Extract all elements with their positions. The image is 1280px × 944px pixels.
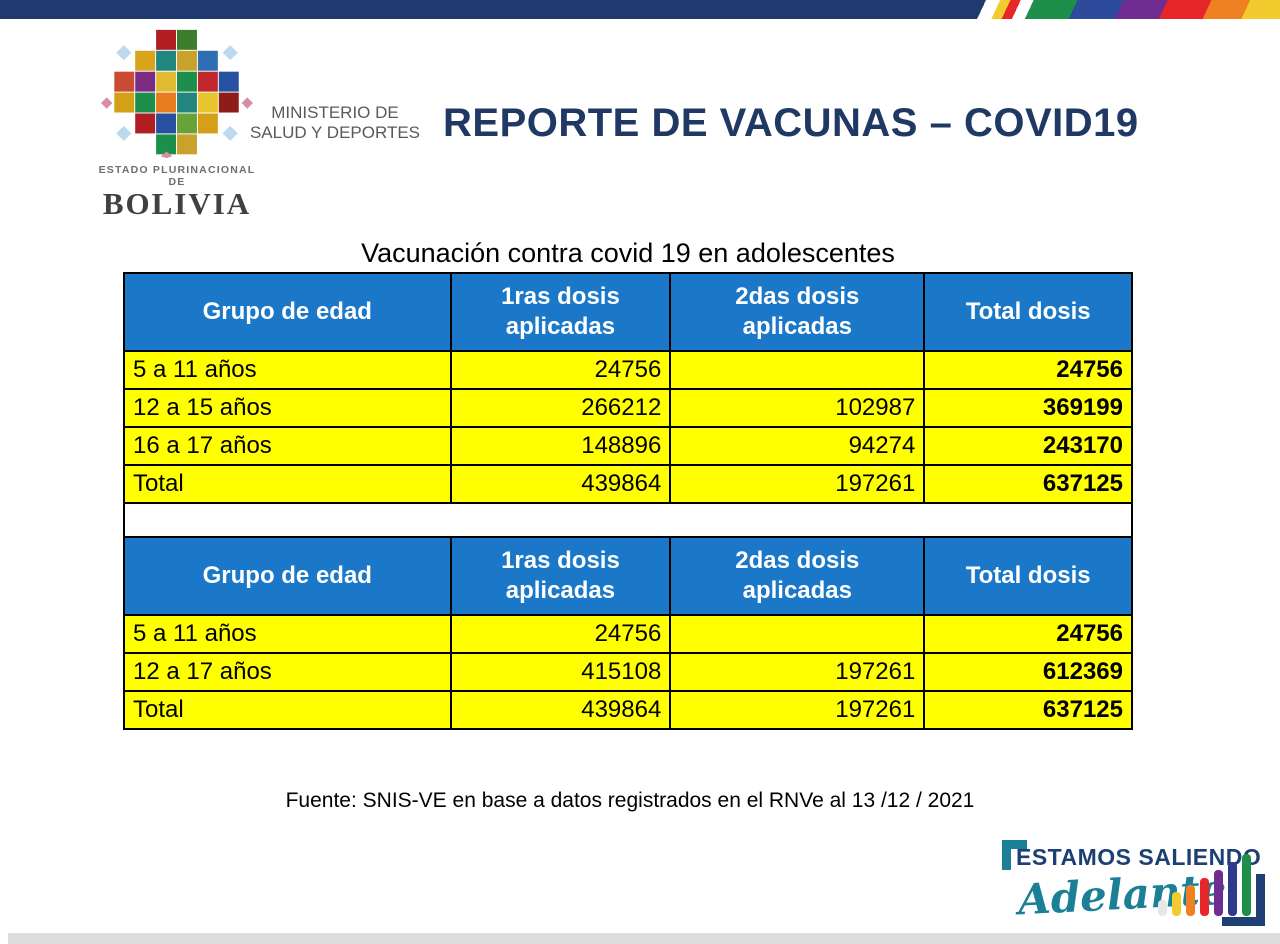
rising-bars-icon (1158, 854, 1265, 926)
col-header-second-doses: 2das dosis aplicadas (669, 536, 926, 616)
second-doses-cell (669, 614, 926, 654)
age-group-cell: 16 a 17 años (123, 426, 452, 466)
table-row: 16 a 17 años 148896 94274 243170 (123, 426, 1133, 466)
table-row: 5 a 11 años 24756 24756 (123, 350, 1133, 390)
first-doses-cell: 24756 (449, 614, 672, 654)
table-caption: Vacunación contra covid 19 en adolescent… (361, 238, 895, 268)
table-total-row: Total 439864 197261 637125 (123, 464, 1133, 504)
emblem-country-name: BOLIVIA (102, 186, 252, 221)
table-separator (123, 504, 1133, 536)
col-header-first-doses: 1ras dosis aplicadas (449, 536, 672, 616)
vaccination-table-summary: Grupo de edad 1ras dosis aplicadas 2das … (123, 536, 1133, 730)
table-row: 12 a 17 años 415108 197261 612369 (123, 652, 1133, 692)
second-doses-cell: 94274 (669, 426, 926, 466)
emblem-caption: ESTADO PLURINACIONAL DE (98, 164, 256, 188)
second-doses-cell (669, 350, 926, 390)
total-doses-cell: 637125 (923, 464, 1133, 504)
table-row: 5 a 11 años 24756 24756 (123, 614, 1133, 654)
col-header-age-group: Grupo de edad (123, 536, 452, 616)
chakana-mosaic-icon (101, 29, 253, 159)
table-row: 12 a 15 años 266212 102987 369199 (123, 388, 1133, 428)
second-doses-cell: 197261 (669, 690, 926, 730)
total-doses-cell: 243170 (923, 426, 1133, 466)
col-header-second-doses: 2das dosis aplicadas (669, 272, 926, 352)
campaign-slogan-line1: ESTAMOS SALIENDO (1016, 844, 1262, 870)
table-header-row: Grupo de edad 1ras dosis aplicadas 2das … (123, 272, 1133, 352)
ministry-name: MINISTERIO DE SALUD Y DEPORTES (249, 103, 421, 142)
bolivia-emblem: ESTADO PLURINACIONAL DE BOLIVIA (92, 28, 262, 219)
col-header-age-group: Grupo de edad (123, 272, 452, 352)
first-doses-cell: 148896 (449, 426, 672, 466)
second-doses-cell: 102987 (669, 388, 926, 428)
age-group-cell: 12 a 17 años (123, 652, 452, 692)
age-group-cell: Total (123, 690, 452, 730)
vaccination-tables: Grupo de edad 1ras dosis aplicadas 2das … (123, 272, 1133, 730)
second-doses-cell: 197261 (669, 464, 926, 504)
col-header-total-doses: Total dosis (923, 272, 1133, 352)
col-header-total-doses: Total dosis (923, 536, 1133, 616)
source-note: Fuente: SNIS-VE en base a datos registra… (285, 789, 975, 812)
bottom-edge-strip (8, 933, 1280, 944)
top-banner-stripe (0, 0, 1280, 19)
campaign-logo: ESTAMOS SALIENDO Adelante (1002, 840, 1270, 932)
age-group-cell: 5 a 11 años (123, 614, 452, 654)
first-doses-cell: 24756 (449, 350, 672, 390)
first-doses-cell: 439864 (449, 464, 672, 504)
total-doses-cell: 612369 (923, 652, 1133, 692)
table-header-row: Grupo de edad 1ras dosis aplicadas 2das … (123, 536, 1133, 616)
col-header-first-doses: 1ras dosis aplicadas (449, 272, 672, 352)
vaccination-table-detailed: Grupo de edad 1ras dosis aplicadas 2das … (123, 272, 1133, 504)
total-doses-cell: 24756 (923, 350, 1133, 390)
total-doses-cell: 24756 (923, 614, 1133, 654)
total-doses-cell: 369199 (923, 388, 1133, 428)
age-group-cell: 5 a 11 años (123, 350, 452, 390)
first-doses-cell: 415108 (449, 652, 672, 692)
age-group-cell: 12 a 15 años (123, 388, 452, 428)
age-group-cell: Total (123, 464, 452, 504)
total-doses-cell: 637125 (923, 690, 1133, 730)
table-total-row: Total 439864 197261 637125 (123, 690, 1133, 730)
page-title: REPORTE DE VACUNAS – COVID19 (443, 101, 1139, 145)
second-doses-cell: 197261 (669, 652, 926, 692)
first-doses-cell: 266212 (449, 388, 672, 428)
first-doses-cell: 439864 (449, 690, 672, 730)
